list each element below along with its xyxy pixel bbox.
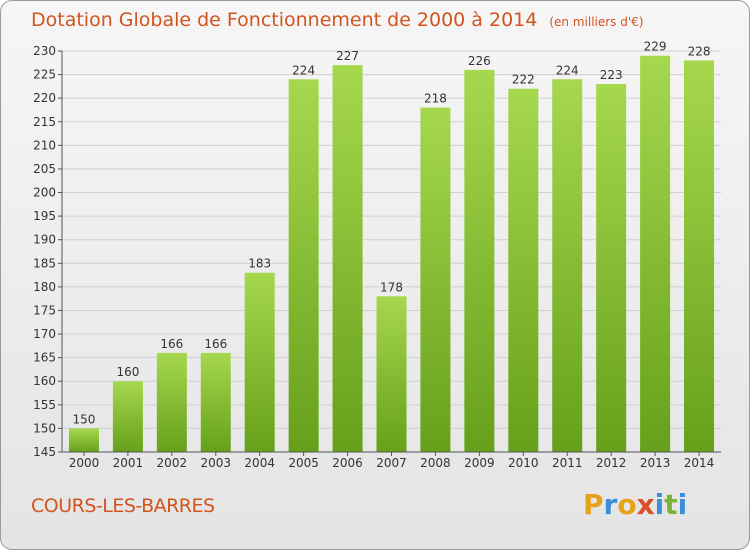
data-label: 222 (512, 73, 535, 87)
x-tick-label: 2004 (244, 456, 275, 470)
logo-letter: o (617, 488, 637, 521)
data-label: 178 (380, 280, 403, 294)
logo-letter: r (603, 488, 618, 521)
x-tick-label: 2007 (376, 456, 407, 470)
chart-unit: (en milliers d'€) (549, 15, 644, 29)
bar (596, 84, 627, 452)
y-tick-label: 230 (33, 44, 56, 58)
x-tick-label: 2000 (69, 456, 100, 470)
y-tick-label: 180 (33, 280, 56, 294)
bar (684, 60, 715, 452)
x-tick-label: 2002 (157, 456, 188, 470)
x-tick-label: 2003 (200, 456, 231, 470)
y-tick-label: 215 (33, 115, 56, 129)
data-label: 183 (248, 257, 271, 271)
y-tick-label: 190 (33, 233, 56, 247)
bar (376, 296, 407, 452)
data-label: 166 (204, 337, 227, 351)
data-label: 223 (600, 68, 623, 82)
logo-letter: i (654, 488, 665, 521)
y-tick-label: 220 (33, 91, 56, 105)
axes: 145 150 155 160 165 170 175 180 185 190 195 200 205 2… (33, 44, 721, 470)
x-tick-label: 2006 (332, 456, 363, 470)
bar (552, 79, 583, 453)
y-tick-label: 145 (33, 445, 56, 459)
x-tick-label: 2001 (113, 456, 144, 470)
logo-letter: i (677, 488, 688, 521)
y-tick-label: 205 (33, 162, 56, 176)
bar (112, 381, 143, 452)
data-label: 224 (556, 63, 579, 77)
x-tick-label: 2013 (640, 456, 671, 470)
x-tick-label: 2012 (596, 456, 627, 470)
data-label: 228 (688, 44, 711, 58)
logo-letter: t (664, 488, 678, 521)
y-tick-label: 225 (33, 68, 56, 82)
bars: 150 160 166 166 183 224 227 178 218 226 222 224 223 2… (68, 40, 715, 453)
x-tick-label: 2009 (464, 456, 495, 470)
x-tick-label: 2010 (508, 456, 539, 470)
bar (464, 69, 495, 452)
y-tick-label: 210 (33, 138, 56, 152)
x-tick-label: 2011 (552, 456, 583, 470)
data-label: 227 (336, 49, 359, 63)
bar (288, 79, 319, 453)
logo-letter: P (583, 488, 604, 521)
y-tick-label: 185 (33, 256, 56, 270)
data-label: 226 (468, 54, 491, 68)
data-label: 224 (292, 63, 315, 77)
chart-title-text: Dotation Globale de Fonctionnement de 20… (31, 9, 538, 31)
bar (332, 65, 363, 452)
bar (508, 88, 539, 452)
bar (244, 272, 275, 452)
y-tick-label: 175 (33, 303, 56, 317)
data-label: 150 (73, 412, 96, 426)
data-label: 229 (644, 40, 667, 54)
logo-letter: x (636, 488, 655, 521)
data-label: 160 (116, 365, 139, 379)
x-tick-label: 2005 (288, 456, 319, 470)
x-tick-label: 2014 (684, 456, 715, 470)
bar (640, 55, 671, 452)
chart-title: Dotation Globale de Fonctionnement de 20… (31, 9, 643, 31)
y-tick-label: 155 (33, 398, 56, 412)
bar (156, 352, 187, 452)
bar (420, 107, 451, 453)
data-label: 166 (160, 337, 183, 351)
y-tick-label: 195 (33, 209, 56, 223)
y-tick-label: 160 (33, 374, 56, 388)
data-label: 218 (424, 92, 447, 106)
y-tick-label: 170 (33, 327, 56, 341)
proxiti-logo: Proxiti (583, 488, 687, 521)
y-tick-label: 165 (33, 351, 56, 365)
x-tick-label: 2008 (420, 456, 451, 470)
place-name: COURS-LES-BARRES (31, 495, 215, 517)
y-tick-label: 200 (33, 186, 56, 200)
y-tick-label: 150 (33, 421, 56, 435)
bar (68, 428, 99, 452)
bar (200, 352, 231, 452)
